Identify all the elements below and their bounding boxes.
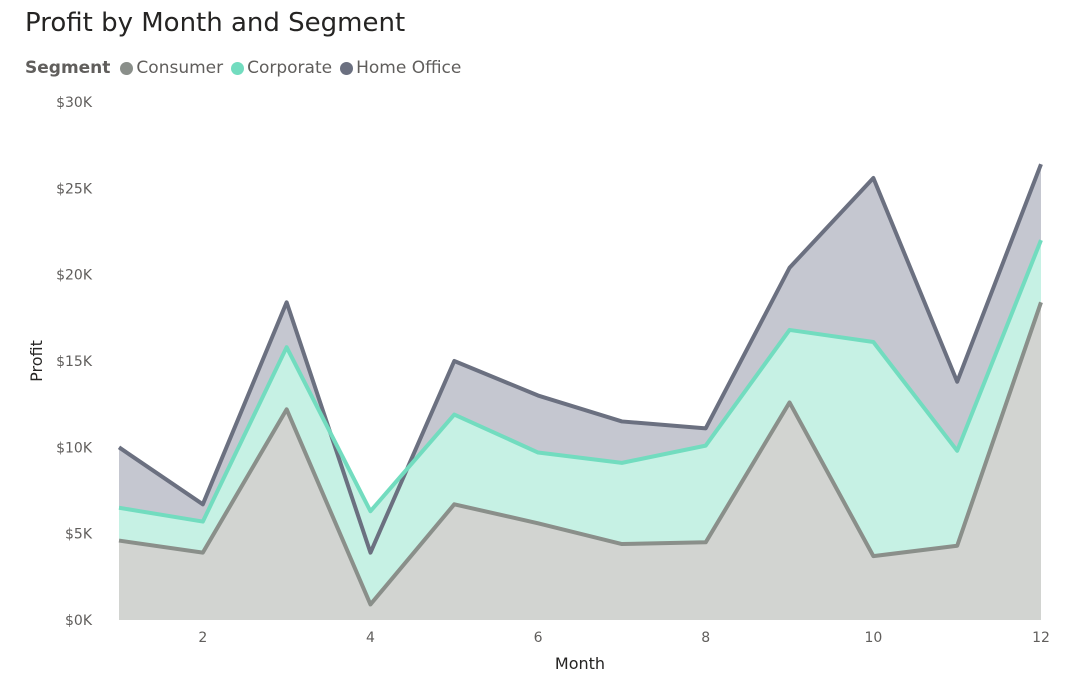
legend-dot-corporate	[231, 61, 245, 75]
y-tick-label: $25K	[56, 181, 93, 197]
line-home-office	[117, 163, 1043, 555]
x-axis-title: Month	[555, 654, 605, 673]
y-tick-label: $15K	[56, 354, 93, 370]
y-tick-label: $10K	[56, 440, 93, 456]
y-tick-label: $0K	[65, 613, 93, 629]
x-tick-label: 10	[864, 630, 882, 646]
legend-item-corporate[interactable]: Corporate	[231, 58, 332, 78]
x-tick-label: 8	[701, 630, 710, 646]
y-tick-label: $30K	[56, 95, 93, 111]
legend-title: Segment	[25, 58, 111, 78]
legend-item-home-office[interactable]: Home Office	[340, 58, 461, 78]
x-tick-label: 6	[534, 630, 543, 646]
y-tick-label: $20K	[56, 268, 93, 284]
legend-dot-consumer	[120, 61, 134, 75]
legend-dot-home-office	[340, 61, 354, 75]
x-tick-label: 12	[1032, 630, 1050, 646]
x-tick-label: 2	[198, 630, 207, 646]
y-tick-label: $5K	[65, 527, 93, 543]
legend-label-corporate: Corporate	[247, 58, 333, 78]
line-consumer	[118, 301, 1043, 607]
legend-label-home-office: Home Office	[356, 58, 462, 78]
x-axis-ticks: 2 4 6 8 10 12	[198, 630, 1050, 646]
y-axis-ticks: $0K $5K $10K $15K $20K $25K $30K	[56, 95, 93, 629]
series-lines	[117, 163, 1043, 607]
chart-title: Profit by Month and Segment	[25, 8, 406, 38]
series-areas	[119, 164, 1041, 620]
line-corporate	[118, 239, 1043, 524]
x-tick-label: 4	[366, 630, 375, 646]
area-consumer	[119, 302, 1041, 620]
legend: Segment Consumer Corporate Home Office	[25, 58, 469, 78]
y-axis-title: Profit	[27, 340, 46, 382]
legend-label-consumer: Consumer	[136, 58, 224, 78]
legend-item-consumer[interactable]: Consumer	[120, 58, 223, 78]
